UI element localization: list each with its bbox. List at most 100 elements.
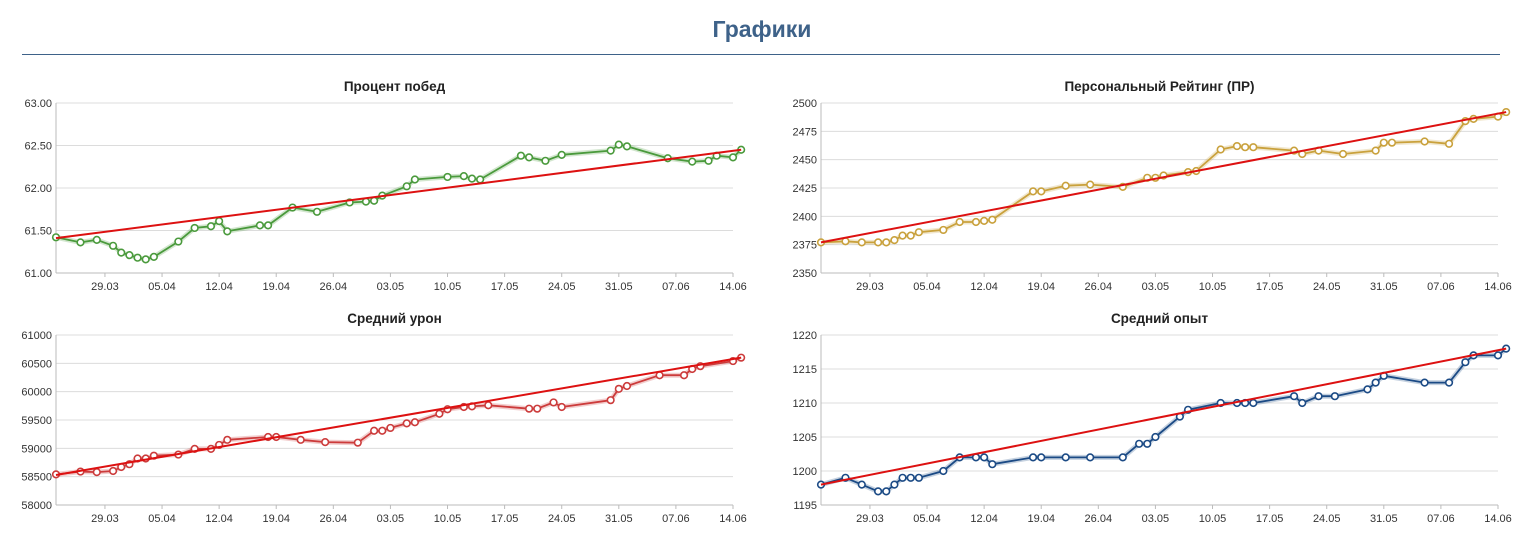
data-point[interactable] [190, 223, 199, 233]
data-point[interactable] [117, 248, 126, 257]
data-point[interactable] [1151, 432, 1160, 442]
data-point[interactable] [728, 153, 738, 162]
data-point[interactable] [370, 196, 379, 205]
data-point[interactable] [988, 215, 997, 224]
data-point[interactable] [1493, 351, 1503, 360]
data-point[interactable] [1314, 392, 1323, 401]
data-point[interactable] [1420, 137, 1429, 146]
data-point[interactable] [939, 466, 948, 476]
data-point[interactable] [223, 435, 232, 444]
data-point[interactable] [1387, 138, 1397, 147]
data-point[interactable] [1061, 453, 1070, 462]
data-point[interactable] [882, 238, 891, 247]
data-point[interactable] [125, 251, 134, 260]
data-point[interactable] [378, 426, 387, 435]
data-point[interactable] [1143, 439, 1152, 448]
data-point[interactable] [223, 227, 232, 236]
data-point[interactable] [1241, 143, 1250, 152]
data-point[interactable] [1444, 378, 1454, 387]
data-point[interactable] [557, 402, 566, 412]
data-point[interactable] [467, 174, 477, 183]
data-point[interactable] [533, 404, 542, 413]
data-point[interactable] [174, 237, 183, 246]
data-point[interactable] [1420, 378, 1429, 387]
data-point[interactable] [857, 238, 866, 247]
data-point[interactable] [435, 409, 444, 418]
data-point[interactable] [541, 156, 550, 165]
data-point[interactable] [980, 216, 989, 225]
data-point[interactable] [476, 175, 485, 184]
data-point[interactable] [459, 171, 468, 181]
data-point[interactable] [108, 241, 118, 250]
data-point[interactable] [92, 468, 101, 477]
data-point[interactable] [971, 217, 981, 227]
data-point[interactable] [898, 231, 907, 240]
data-point[interactable] [141, 255, 150, 264]
data-point[interactable] [939, 225, 948, 235]
data-point[interactable] [1298, 398, 1307, 408]
data-point[interactable] [1037, 453, 1046, 462]
data-point[interactable] [857, 480, 866, 489]
data-point[interactable] [1330, 392, 1339, 401]
data-point[interactable] [386, 423, 395, 433]
data-point[interactable] [1086, 180, 1095, 189]
data-point[interactable] [76, 238, 85, 247]
data-point[interactable] [296, 435, 305, 444]
data-point[interactable] [353, 438, 362, 447]
data-point[interactable] [215, 217, 224, 226]
data-point[interactable] [1338, 149, 1348, 159]
data-point[interactable] [914, 473, 923, 482]
data-point[interactable] [606, 396, 615, 405]
data-point[interactable] [1118, 453, 1127, 462]
data-point[interactable] [312, 207, 322, 216]
data-point[interactable] [92, 235, 101, 244]
data-point[interactable] [1086, 453, 1095, 462]
data-point[interactable] [1037, 187, 1046, 196]
data-point[interactable] [1061, 181, 1070, 190]
data-point[interactable] [955, 217, 964, 227]
data-point[interactable] [1232, 141, 1242, 151]
data-point[interactable] [549, 398, 558, 407]
data-point[interactable] [1028, 453, 1038, 462]
data-point[interactable] [108, 466, 118, 476]
data-point[interactable] [873, 487, 883, 496]
data-point[interactable] [206, 222, 216, 231]
data-point[interactable] [484, 401, 493, 410]
data-point[interactable] [255, 221, 265, 230]
data-point[interactable] [1461, 358, 1470, 367]
data-point[interactable] [321, 438, 330, 447]
data-point[interactable] [906, 231, 915, 240]
data-point[interactable] [606, 146, 615, 155]
data-point[interactable] [263, 221, 273, 230]
data-point[interactable] [402, 182, 411, 191]
data-point[interactable] [704, 156, 713, 165]
data-point[interactable] [1363, 385, 1372, 394]
data-point[interactable] [410, 175, 419, 184]
data-point[interactable] [516, 151, 526, 160]
data-point[interactable] [1249, 143, 1258, 152]
data-point[interactable] [1249, 398, 1258, 408]
data-point[interactable] [443, 172, 452, 182]
data-point[interactable] [1371, 378, 1380, 387]
data-point[interactable] [898, 473, 907, 482]
data-point[interactable] [524, 404, 534, 413]
data-point[interactable] [914, 228, 923, 237]
data-point[interactable] [980, 453, 989, 462]
data-point[interactable] [149, 252, 158, 261]
data-point[interactable] [1135, 439, 1144, 448]
data-point[interactable] [679, 371, 689, 380]
data-point[interactable] [622, 381, 632, 391]
data-point[interactable] [890, 480, 899, 489]
data-point[interactable] [402, 419, 411, 428]
data-point[interactable] [688, 157, 697, 166]
data-point[interactable] [882, 487, 891, 496]
data-point[interactable] [1444, 139, 1454, 148]
data-point[interactable] [1371, 146, 1380, 155]
data-point[interactable] [1289, 392, 1299, 401]
data-point[interactable] [906, 473, 915, 482]
data-point[interactable] [370, 426, 379, 435]
data-point[interactable] [1379, 138, 1388, 147]
data-point[interactable] [1216, 145, 1225, 154]
data-point[interactable] [614, 384, 623, 393]
data-point[interactable] [410, 418, 419, 427]
